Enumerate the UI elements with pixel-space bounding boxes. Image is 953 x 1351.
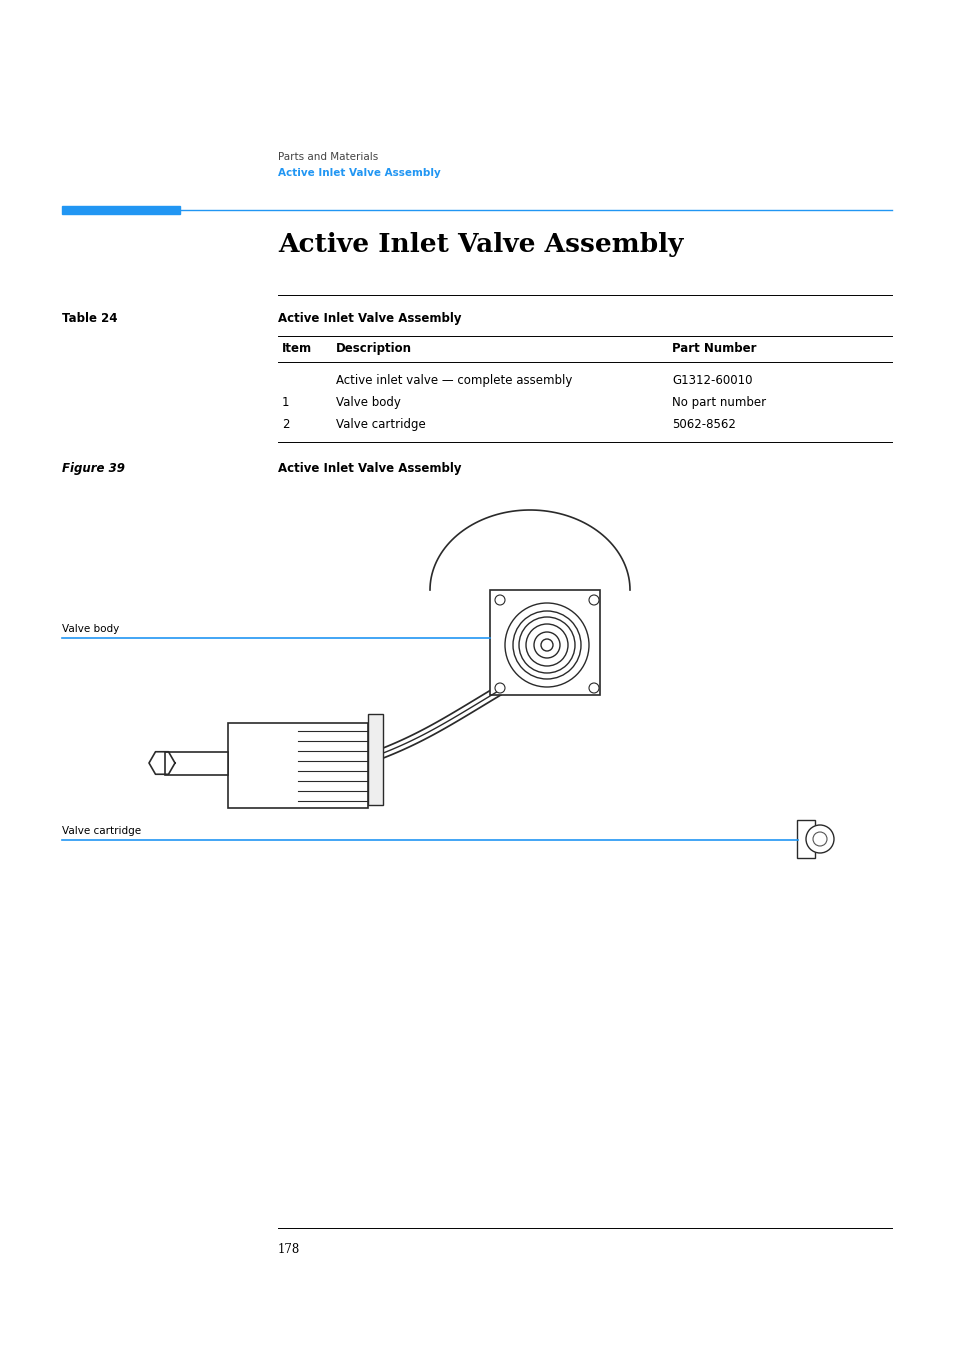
Circle shape (495, 684, 504, 693)
Text: No part number: No part number (671, 396, 765, 409)
Text: Valve body: Valve body (62, 624, 119, 634)
Circle shape (812, 832, 826, 846)
Text: Active inlet valve — complete assembly: Active inlet valve — complete assembly (335, 374, 572, 386)
Text: Table 24: Table 24 (62, 312, 117, 326)
Text: 5062-8562: 5062-8562 (671, 417, 735, 431)
Text: 178: 178 (277, 1243, 300, 1256)
Text: 1: 1 (282, 396, 289, 409)
Text: Active Inlet Valve Assembly: Active Inlet Valve Assembly (277, 312, 461, 326)
Circle shape (588, 594, 598, 605)
Circle shape (525, 624, 567, 666)
Circle shape (504, 603, 588, 688)
Bar (165, 753, 228, 775)
Bar (490, 590, 599, 694)
Text: Item: Item (282, 342, 312, 355)
Text: Active Inlet Valve Assembly: Active Inlet Valve Assembly (277, 168, 440, 178)
Circle shape (518, 617, 575, 673)
Text: Description: Description (335, 342, 412, 355)
Bar (796, 820, 814, 858)
Circle shape (513, 611, 580, 680)
Circle shape (805, 825, 833, 852)
Text: Valve cartridge: Valve cartridge (62, 825, 141, 836)
Text: Part Number: Part Number (671, 342, 756, 355)
Text: Parts and Materials: Parts and Materials (277, 153, 377, 162)
Bar (368, 713, 382, 805)
Bar (62, 205, 180, 213)
Text: G1312-60010: G1312-60010 (671, 374, 752, 386)
Text: 2: 2 (282, 417, 289, 431)
Text: Valve body: Valve body (335, 396, 400, 409)
Circle shape (495, 594, 504, 605)
Circle shape (534, 632, 559, 658)
Circle shape (588, 684, 598, 693)
Text: Figure 39: Figure 39 (62, 462, 125, 476)
Bar (228, 723, 368, 808)
Text: Active Inlet Valve Assembly: Active Inlet Valve Assembly (277, 462, 461, 476)
Text: Valve cartridge: Valve cartridge (335, 417, 425, 431)
Text: Active Inlet Valve Assembly: Active Inlet Valve Assembly (277, 232, 682, 257)
Circle shape (540, 639, 553, 651)
